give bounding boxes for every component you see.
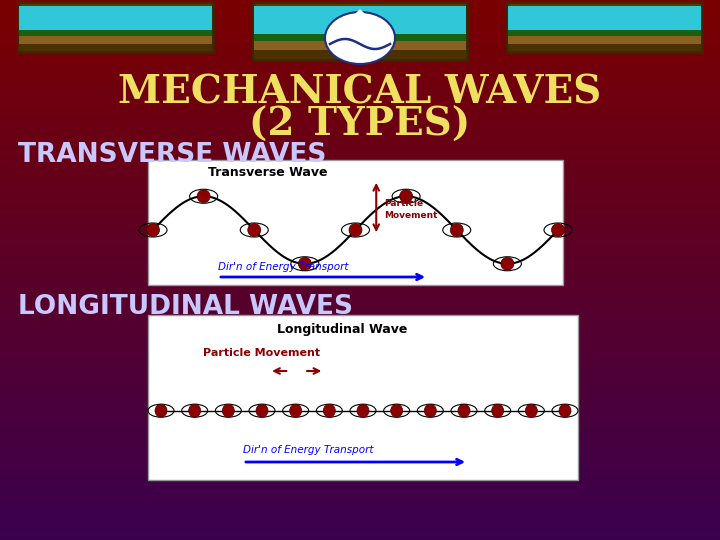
Bar	[19, 30, 212, 36]
Ellipse shape	[146, 224, 160, 237]
Text: Dir'n of Energy Transport: Dir'n of Energy Transport	[218, 262, 348, 272]
Ellipse shape	[424, 404, 436, 417]
Text: Transverse Wave: Transverse Wave	[208, 165, 328, 179]
Ellipse shape	[222, 404, 234, 417]
Ellipse shape	[559, 404, 571, 417]
Ellipse shape	[323, 404, 336, 417]
Bar	[508, 30, 701, 36]
Text: (2 TYPES): (2 TYPES)	[249, 106, 471, 144]
Bar	[148, 315, 578, 480]
Ellipse shape	[400, 190, 413, 202]
Bar	[254, 40, 466, 59]
Ellipse shape	[298, 257, 311, 270]
Bar	[508, 44, 701, 51]
Bar	[19, 5, 212, 31]
Bar	[254, 50, 466, 59]
Bar	[18, 2, 213, 52]
Ellipse shape	[248, 224, 261, 237]
Ellipse shape	[189, 404, 201, 417]
Ellipse shape	[501, 257, 514, 270]
Ellipse shape	[450, 224, 463, 237]
Bar	[19, 35, 212, 51]
Ellipse shape	[197, 190, 210, 202]
Bar	[254, 34, 466, 42]
Text: Particle: Particle	[384, 199, 423, 208]
Bar	[507, 2, 702, 52]
Ellipse shape	[458, 404, 470, 417]
Text: Particle Movement: Particle Movement	[203, 348, 320, 358]
Ellipse shape	[526, 404, 537, 417]
Bar	[508, 35, 701, 51]
Ellipse shape	[492, 404, 504, 417]
Ellipse shape	[349, 224, 362, 237]
Text: TRANSVERSE WAVES: TRANSVERSE WAVES	[18, 142, 326, 168]
Text: LONGITUDINAL WAVES: LONGITUDINAL WAVES	[18, 294, 353, 320]
Text: Dir'n of Energy Transport: Dir'n of Energy Transport	[243, 445, 374, 455]
Bar	[254, 6, 466, 36]
Text: MECHANICAL WAVES: MECHANICAL WAVES	[118, 73, 602, 111]
Ellipse shape	[289, 404, 302, 417]
Ellipse shape	[391, 404, 402, 417]
Ellipse shape	[155, 404, 167, 417]
Ellipse shape	[552, 224, 564, 237]
Bar	[148, 160, 563, 285]
Text: Longitudinal Wave: Longitudinal Wave	[277, 322, 408, 335]
Bar	[253, 2, 467, 60]
Bar	[19, 44, 212, 51]
Polygon shape	[335, 10, 385, 35]
Ellipse shape	[325, 12, 395, 64]
Ellipse shape	[357, 404, 369, 417]
Bar	[508, 5, 701, 31]
Ellipse shape	[256, 404, 268, 417]
Text: Movement: Movement	[384, 211, 438, 219]
